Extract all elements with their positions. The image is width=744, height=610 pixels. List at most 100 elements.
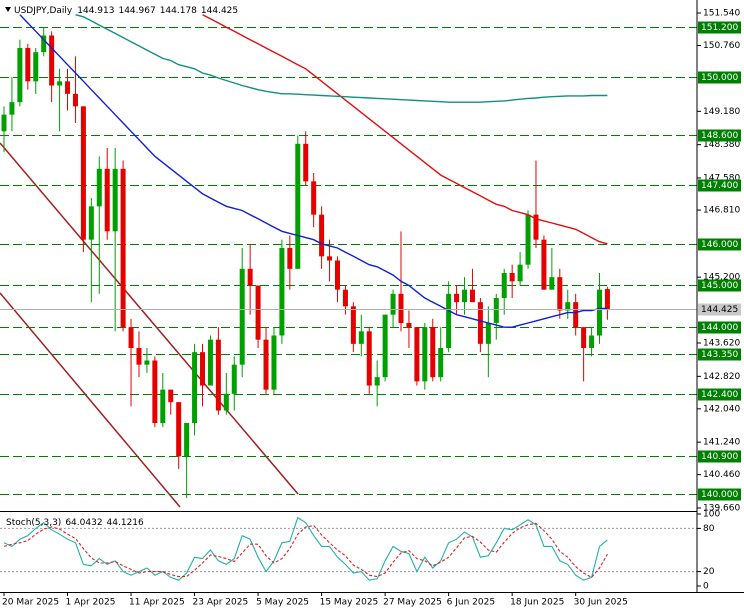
candle-body bbox=[485, 323, 491, 344]
level-label-box bbox=[698, 21, 741, 34]
line-series bbox=[3, 522, 608, 579]
level-label: 148.600 bbox=[701, 131, 738, 141]
current-price-box bbox=[698, 303, 741, 316]
x-tick-label: 27 May 2025 bbox=[383, 598, 442, 608]
y-tick-label: 146.810 bbox=[703, 206, 740, 216]
candle-body bbox=[263, 339, 269, 390]
candle-body bbox=[604, 289, 610, 310]
y-tick-label: 151.540 bbox=[703, 9, 740, 19]
candle-body bbox=[152, 360, 158, 423]
y-tick-label: 80 bbox=[703, 524, 715, 534]
line-series bbox=[75, 14, 608, 103]
y-tick-label: 142.820 bbox=[703, 372, 740, 382]
level-label: 140.900 bbox=[701, 452, 738, 462]
level-label: 151.200 bbox=[701, 23, 738, 33]
header-marker bbox=[5, 7, 11, 12]
level-label-box bbox=[698, 71, 741, 84]
level-label: 145.000 bbox=[701, 281, 738, 291]
level-label-box bbox=[698, 388, 741, 401]
candle-body bbox=[128, 327, 134, 348]
x-tick-label: 23 Apr 2025 bbox=[193, 598, 249, 608]
y-tick-label: 0 bbox=[703, 582, 709, 592]
candle-body bbox=[319, 214, 325, 257]
header-low: 144.178 bbox=[160, 6, 197, 16]
candle-body bbox=[247, 268, 253, 286]
candle-body bbox=[200, 352, 205, 386]
candle-body bbox=[112, 168, 118, 232]
x-tick-label: 20 Mar 2025 bbox=[2, 598, 59, 608]
candle-body bbox=[446, 293, 452, 348]
candle-body bbox=[49, 35, 55, 86]
line-series bbox=[19, 14, 608, 328]
candle-body bbox=[477, 302, 483, 344]
candle-body bbox=[398, 293, 404, 323]
x-tick-label: 1 Apr 2025 bbox=[66, 598, 116, 608]
candle-body bbox=[565, 302, 571, 311]
stoch-main-value: 64.0432 bbox=[65, 518, 102, 528]
candle-body bbox=[358, 331, 364, 344]
candle-body bbox=[279, 248, 285, 336]
candle-body bbox=[438, 348, 444, 378]
candle-body bbox=[509, 273, 515, 282]
trendlines bbox=[0, 142, 299, 508]
candle-body bbox=[80, 106, 86, 240]
candle-body bbox=[422, 327, 428, 382]
candle-body bbox=[96, 168, 102, 207]
candle-body bbox=[120, 168, 126, 328]
stoch-plot bbox=[0, 516, 697, 581]
header-open: 144.913 bbox=[77, 6, 114, 16]
candle-body bbox=[541, 239, 547, 290]
candle-body bbox=[1, 114, 7, 132]
candle-body bbox=[255, 285, 261, 340]
level-label-box bbox=[698, 129, 741, 142]
candle-body bbox=[223, 393, 229, 411]
candle-body bbox=[454, 293, 460, 303]
trendline bbox=[0, 292, 181, 508]
candle-body bbox=[390, 293, 396, 315]
candle-body bbox=[589, 335, 595, 348]
trendline bbox=[0, 142, 299, 495]
level-label-box bbox=[698, 348, 741, 361]
candle-body bbox=[533, 214, 539, 240]
candle-body bbox=[136, 348, 142, 365]
candle-body bbox=[207, 339, 213, 386]
candle-body bbox=[104, 168, 110, 232]
level-label-box bbox=[698, 450, 741, 463]
candle-body bbox=[192, 352, 198, 423]
candle-body bbox=[33, 52, 39, 82]
candle-body bbox=[72, 93, 78, 107]
y-tick-label: 141.240 bbox=[703, 438, 740, 448]
y-tick-label: 149.180 bbox=[703, 107, 740, 117]
header-close: 144.425 bbox=[201, 6, 238, 16]
candle-body bbox=[311, 181, 317, 215]
x-tick-label: 18 Jun 2025 bbox=[510, 598, 564, 608]
candle-body bbox=[414, 327, 420, 382]
candle-body bbox=[25, 48, 31, 82]
level-label: 142.400 bbox=[701, 390, 738, 400]
candle-body bbox=[493, 298, 499, 323]
candle-body bbox=[549, 277, 555, 290]
candle-body bbox=[144, 360, 150, 365]
x-tick-label: 5 May 2025 bbox=[256, 598, 309, 608]
candle-body bbox=[239, 268, 245, 365]
candle-body bbox=[557, 277, 563, 311]
candle-body bbox=[271, 335, 277, 390]
y-tick-label: 150.760 bbox=[703, 41, 740, 51]
candle-body bbox=[374, 377, 380, 386]
candle-body bbox=[41, 35, 47, 53]
line-series bbox=[3, 516, 608, 581]
candle-body bbox=[184, 423, 190, 457]
candle-body bbox=[342, 289, 348, 307]
candle-body bbox=[327, 256, 333, 261]
level-label-box bbox=[698, 179, 741, 192]
stoch-signal-value: 44.1216 bbox=[107, 518, 144, 528]
main-plot bbox=[0, 14, 697, 498]
y-tick-label: 139.660 bbox=[703, 504, 740, 514]
candle-body bbox=[231, 364, 237, 394]
candle-body bbox=[366, 331, 372, 386]
y-tick-label: 145.200 bbox=[703, 273, 740, 283]
candle-body bbox=[88, 206, 94, 240]
